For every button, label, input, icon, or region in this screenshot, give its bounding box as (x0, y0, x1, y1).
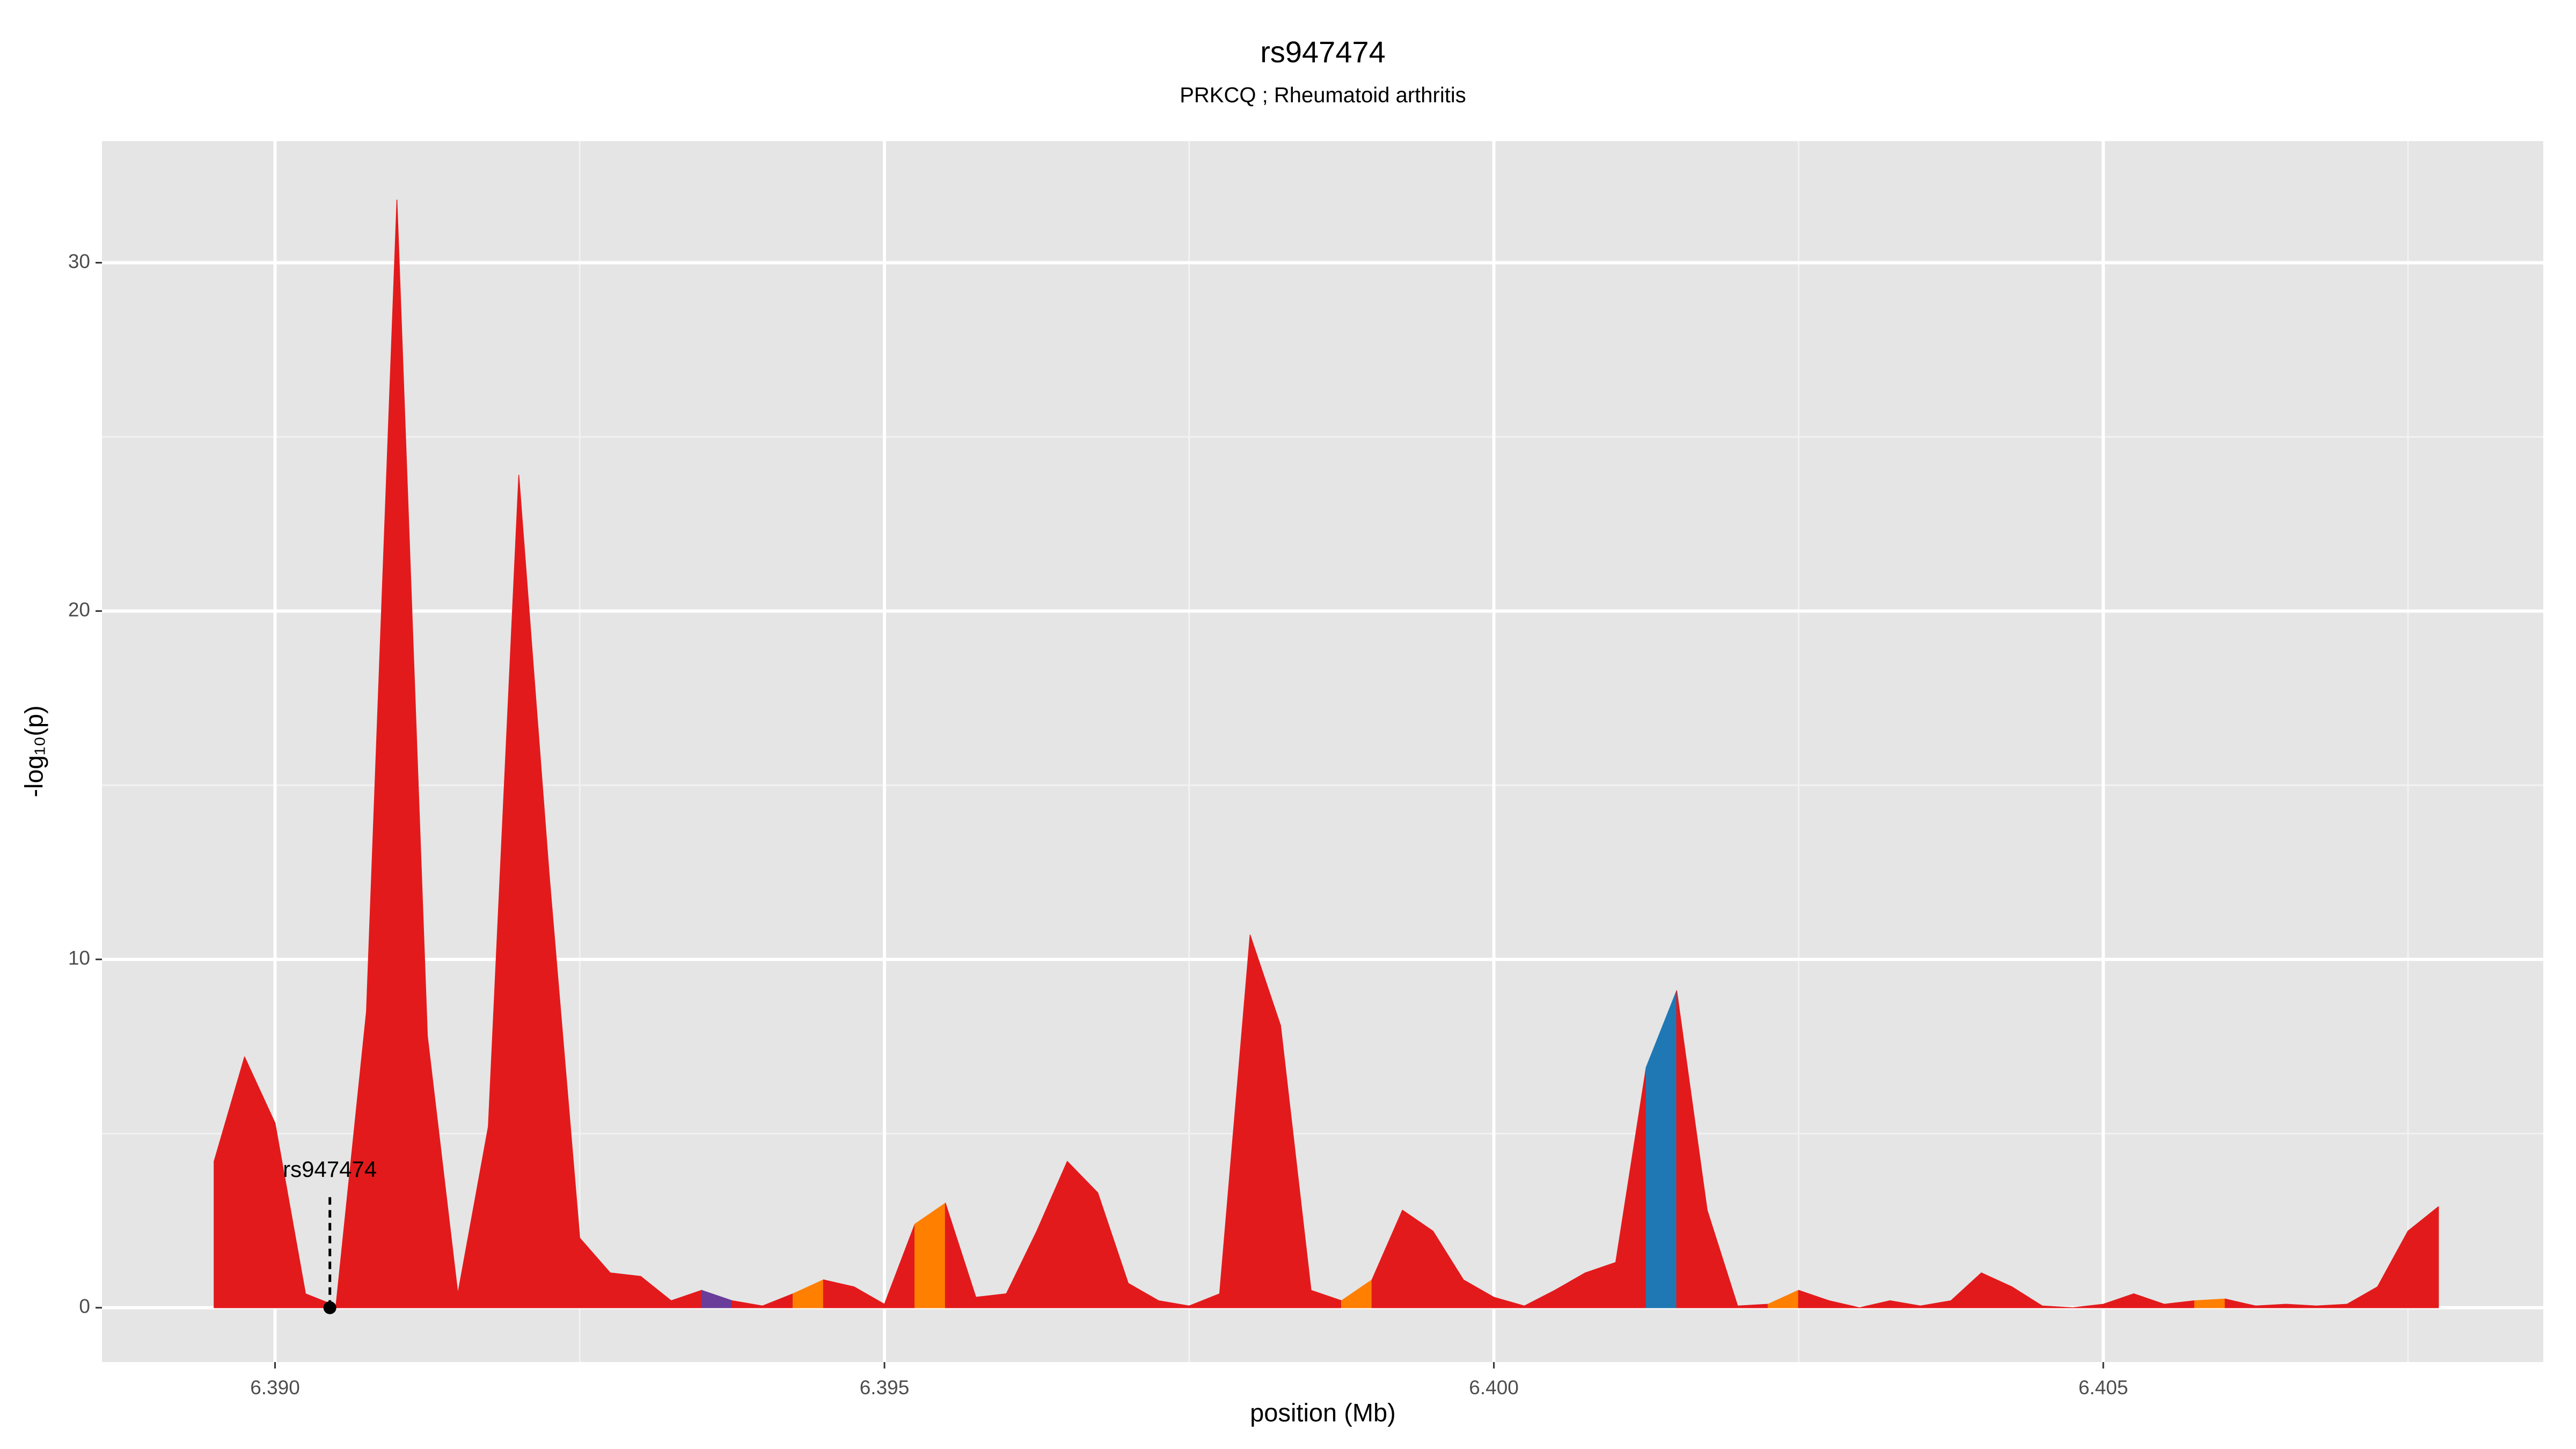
area-segment (610, 1272, 641, 1308)
x-tick-label: 6.395 (860, 1377, 910, 1399)
x-tick-label: 6.390 (250, 1377, 300, 1399)
plot-panel (102, 141, 2543, 1362)
y-tick-label: 30 (68, 250, 90, 272)
area-segment (2407, 1206, 2439, 1308)
y-tick-label: 10 (68, 947, 90, 969)
y-tick-label: 0 (79, 1296, 90, 1318)
x-tick-label: 6.405 (2079, 1377, 2128, 1399)
chart-subtitle: PRKCQ ; Rheumatoid arthritis (1180, 84, 1466, 107)
y-tick-label: 20 (68, 598, 90, 620)
annotation-label: rs947474 (283, 1157, 377, 1182)
y-axis-label: -log₁₀(p) (19, 705, 48, 797)
x-axis-label: position (Mb) (1250, 1398, 1396, 1426)
annotation-point (323, 1301, 336, 1314)
x-tick-label: 6.400 (1469, 1377, 1519, 1399)
area-segment (2194, 1298, 2226, 1308)
area-segment (2041, 1305, 2074, 1308)
area-segment (1828, 1300, 1860, 1308)
chart-title: rs947474 (1260, 35, 1386, 69)
